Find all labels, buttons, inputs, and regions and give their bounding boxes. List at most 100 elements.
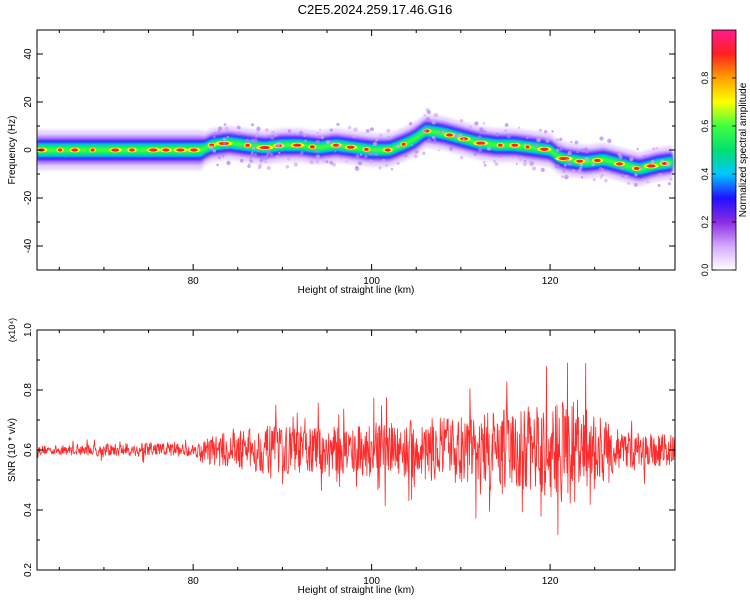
spectrogram-speckle: [426, 138, 432, 143]
spectrogram-speckle: [336, 122, 340, 126]
spectrogram-speckle: [462, 137, 466, 141]
spectrogram-speckle: [299, 130, 304, 135]
spectrogram-speckle: [638, 165, 643, 169]
spectrogram-speckle: [237, 132, 241, 136]
spectrogram-speckle: [257, 163, 263, 168]
spectrogram-speckle: [293, 162, 298, 167]
spectrogram-speckle: [482, 143, 485, 146]
spectrogram-speckle: [650, 159, 655, 165]
spectrogram-speckle: [634, 173, 638, 177]
spectrogram-speckle: [325, 139, 331, 145]
spectrogram-speckle: [357, 160, 363, 166]
spectrogram-speckle: [266, 149, 271, 154]
spectrogram-speckle: [529, 162, 534, 167]
spectrogram-speckle: [665, 162, 671, 167]
spectrogram-speckle: [441, 131, 445, 134]
spectrogram-speckle: [523, 159, 527, 163]
spectrogram-speckle: [212, 149, 217, 153]
spectrogram-speckle: [473, 152, 477, 156]
spectrogram-speckle: [599, 136, 604, 141]
y-tick-label: -20: [23, 190, 34, 205]
snr-y-ticks: 1.0 0.8 0.6 0.4 0.2: [23, 323, 675, 577]
spectrogram-speckle: [295, 133, 298, 136]
spectrogram-speckle: [494, 162, 499, 166]
spectrogram-speckle: [241, 144, 244, 148]
spectrogram-speckle: [652, 147, 656, 151]
spectrogram-peak: [71, 148, 79, 152]
spectrogram-speckle: [254, 132, 260, 137]
spectrogram-speckle: [223, 123, 227, 126]
spectrogram-speckle: [627, 181, 631, 185]
spectrogram-speckle: [287, 129, 292, 133]
spectrogram-speckle: [479, 127, 484, 132]
spectrogram-peak: [525, 145, 530, 149]
spectrogram-speckle: [554, 165, 557, 168]
spectrogram-speckle: [631, 164, 635, 168]
spectrogram-speckle: [263, 155, 269, 160]
spectrogram-speckle: [213, 132, 217, 136]
spectrogram-speckle: [483, 163, 487, 167]
spectrogram-speckle: [372, 142, 377, 147]
spectrogram-speckle: [271, 130, 275, 135]
spectrogram-speckle: [598, 167, 603, 171]
spectrogram-speckle: [414, 150, 418, 154]
spectrogram-speckle: [226, 135, 229, 139]
spectrogram-peak: [176, 148, 185, 152]
spectrogram-speckle: [477, 147, 483, 153]
spectrogram-speckle: [254, 152, 257, 156]
x-tick-label: 100: [363, 276, 380, 287]
spectrogram-speckle: [660, 159, 665, 164]
colorbar-tick-label: 0.2: [700, 216, 710, 229]
spectrogram-speckle: [478, 135, 482, 139]
colorbar-tick-label: 0.4: [700, 168, 710, 181]
spectrogram-speckle: [319, 128, 322, 131]
spectrogram-speckle: [374, 152, 379, 157]
spectrogram-peak: [309, 145, 315, 149]
spectrogram-speckle: [315, 159, 320, 164]
snr-x-ticks: 80 100 120: [58, 330, 640, 587]
y-tick-label: 0: [23, 147, 34, 153]
spectrogram-speckle: [316, 132, 319, 135]
spectrogram-peak: [149, 148, 158, 152]
spectrogram-speckle: [437, 149, 440, 152]
spectrogram-speckle: [528, 142, 531, 145]
spectrogram-peak: [445, 133, 453, 137]
spectrogram-speckle: [551, 130, 554, 133]
spectrogram-speckle: [212, 135, 216, 139]
y-tick-label: 1.0: [23, 323, 34, 337]
spectrogram-speckle: [607, 138, 612, 144]
spectrogram-speckle: [559, 147, 563, 151]
spectrogram-speckle: [222, 141, 227, 146]
spectrogram-peak: [259, 145, 270, 150]
spectrogram-speckle: [563, 163, 567, 167]
y-tick-label: 0.2: [23, 563, 34, 577]
spectrogram-peak: [162, 148, 170, 152]
spectrogram-speckle: [601, 168, 604, 171]
spectrogram-speckle: [250, 138, 255, 143]
snr-x-axis-label: Height of straight line (km): [298, 585, 415, 596]
spectrogram-speckle: [378, 166, 382, 170]
spectrogram-speckle: [636, 147, 639, 151]
spectrogram-speckle: [226, 146, 229, 150]
spectrogram-speckle: [577, 168, 582, 174]
spectrogram-speckle: [498, 154, 502, 158]
spectrogram-speckle: [617, 152, 622, 157]
spectrogram-y-ticks: 40 20 0 -20 -40: [23, 29, 675, 271]
spectrogram-speckle: [449, 147, 453, 151]
spectrogram-speckle: [526, 136, 529, 139]
spectrogram-speckle: [454, 134, 458, 138]
spectrogram-speckle: [275, 155, 280, 159]
spectrogram-speckle: [482, 122, 486, 125]
spectrogram-speckle: [460, 155, 464, 160]
spectrogram-speckle: [251, 146, 255, 150]
spectrogram-peak: [576, 159, 584, 163]
spectrogram-speckle: [568, 146, 571, 150]
spectrogram-speckle: [285, 164, 290, 169]
spectrogram-peak: [111, 148, 120, 152]
spectrogram-speckle: [222, 137, 226, 140]
spectrogram-speckle: [423, 114, 426, 117]
spectrogram-speckle: [251, 151, 254, 154]
spectrogram-speckle: [325, 159, 329, 164]
spectrogram-speckle: [379, 134, 383, 138]
spectrogram-speckle: [320, 135, 325, 140]
